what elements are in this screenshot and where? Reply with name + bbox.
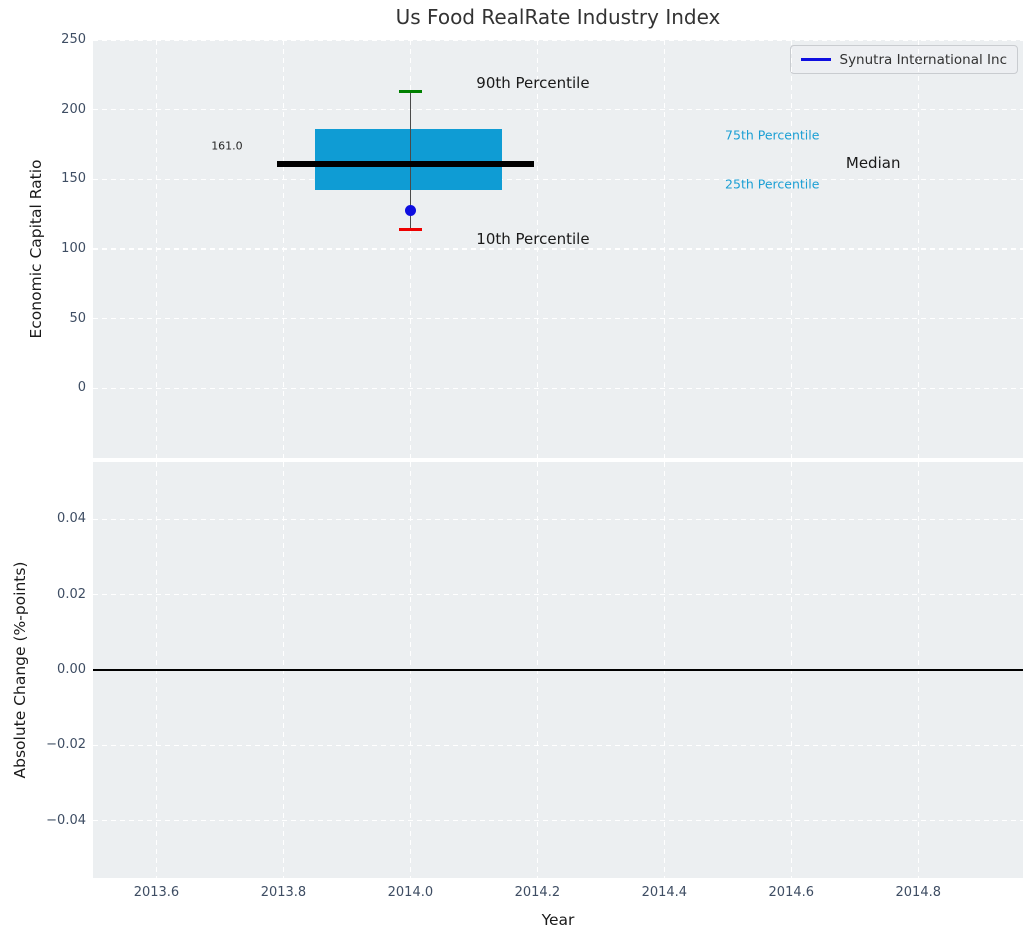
y-gridline xyxy=(93,594,1023,596)
p90-cap xyxy=(398,90,422,94)
median-value-annotation: 161.0 xyxy=(211,139,243,153)
y-tick-label: 0.00 xyxy=(57,662,86,677)
median-line xyxy=(277,161,535,167)
x-axis-label: Year xyxy=(541,911,575,929)
y-tick-label: 0.04 xyxy=(57,511,86,527)
y-gridline xyxy=(93,387,1023,389)
p10-cap xyxy=(398,227,422,231)
x-tick-label: 2014.4 xyxy=(641,885,688,900)
chart-title: Us Food RealRate Industry Index xyxy=(395,5,721,29)
y-gridline xyxy=(93,820,1023,822)
p10-annotation: 10th Percentile xyxy=(476,230,590,249)
y-gridline xyxy=(93,248,1023,250)
p25-annotation: 25th Percentile xyxy=(725,176,820,191)
whisker-line xyxy=(409,91,412,230)
y-tick-label: 150 xyxy=(61,171,86,187)
y-tick-label: 100 xyxy=(61,241,86,256)
x-tick-label: 2013.8 xyxy=(260,885,307,900)
y-gridline xyxy=(93,109,1023,111)
y-gridline xyxy=(93,178,1023,180)
y-tick-label: 250 xyxy=(61,32,86,47)
x-tick-label: 2014.0 xyxy=(387,885,434,900)
y-gridline xyxy=(93,518,1023,520)
y-tick-label: 50 xyxy=(69,310,86,326)
y-tick-label: 200 xyxy=(61,101,86,117)
legend-line-swatch xyxy=(800,58,831,61)
y-gridline xyxy=(93,318,1023,320)
company-marker xyxy=(404,205,416,217)
legend-label: Synutra International Inc xyxy=(839,51,1008,68)
iqr-box xyxy=(315,129,503,191)
x-tick-label: 2014.6 xyxy=(768,885,815,900)
x-tick-label: 2014.2 xyxy=(514,885,561,900)
median-annotation: Median xyxy=(845,154,901,173)
p90-annotation: 90th Percentile xyxy=(476,74,590,93)
y-gridline xyxy=(93,39,1023,41)
y-tick-label: −0.02 xyxy=(46,737,86,753)
y-tick-label: 0.02 xyxy=(57,586,86,602)
p75-annotation: 75th Percentile xyxy=(725,127,820,143)
x-tick-label: 2013.6 xyxy=(133,885,180,900)
x-tick-label: 2014.8 xyxy=(895,885,942,900)
y-tick-label: 0 xyxy=(77,380,86,396)
legend: Synutra International Inc xyxy=(789,45,1018,74)
bottom-axes xyxy=(93,462,1023,878)
top-axes: Synutra International Inc xyxy=(93,39,1023,458)
zero-line xyxy=(93,669,1023,671)
y-gridline xyxy=(93,744,1023,746)
y-tick-label: −0.04 xyxy=(46,812,86,828)
